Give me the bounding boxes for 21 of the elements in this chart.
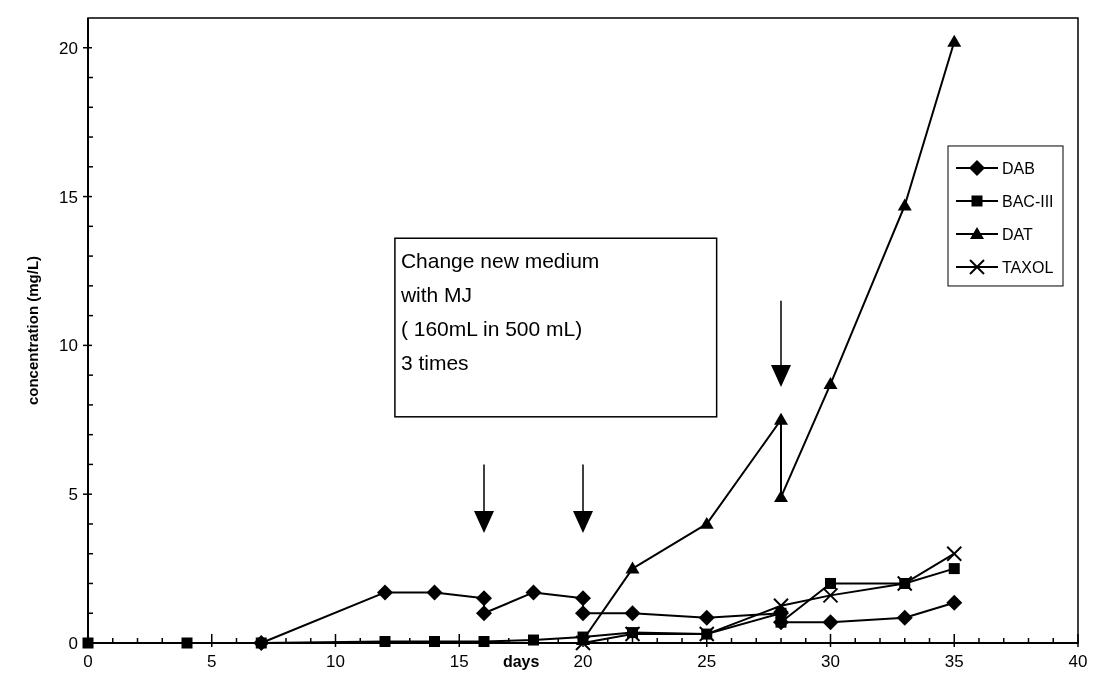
x-tick-label: 40 [1068,652,1088,671]
y-tick-label: 10 [59,336,78,356]
y-tick-label: 0 [68,634,78,653]
x-tick-label: 30 [821,652,840,671]
y-tick-label: 5 [68,485,78,505]
legend-label: DAT [1002,225,1034,243]
legend-label: TAXOL [1002,258,1054,276]
x-tick-label: 10 [326,652,345,671]
x-axis-title: days [502,653,540,670]
y-tick-label: 20 [59,38,78,58]
x-tick-label: 20 [573,652,593,671]
annotation: Change new medium with MJ ( 160mL in 500 mL) 3 times [399,249,600,375]
x-tick-label: 0 [83,652,93,671]
y-tick-label: 15 [59,187,78,207]
x-tick-label: 25 [697,652,717,671]
legend-label: DAB [1002,159,1035,177]
x-tick-label: 35 [944,652,964,671]
x-tick-label: 15 [449,652,469,671]
x-tick-label: 5 [207,652,217,671]
legend-label: BAC-III [1002,192,1054,210]
y-axis-title: concentration (mg/L) [24,255,41,406]
